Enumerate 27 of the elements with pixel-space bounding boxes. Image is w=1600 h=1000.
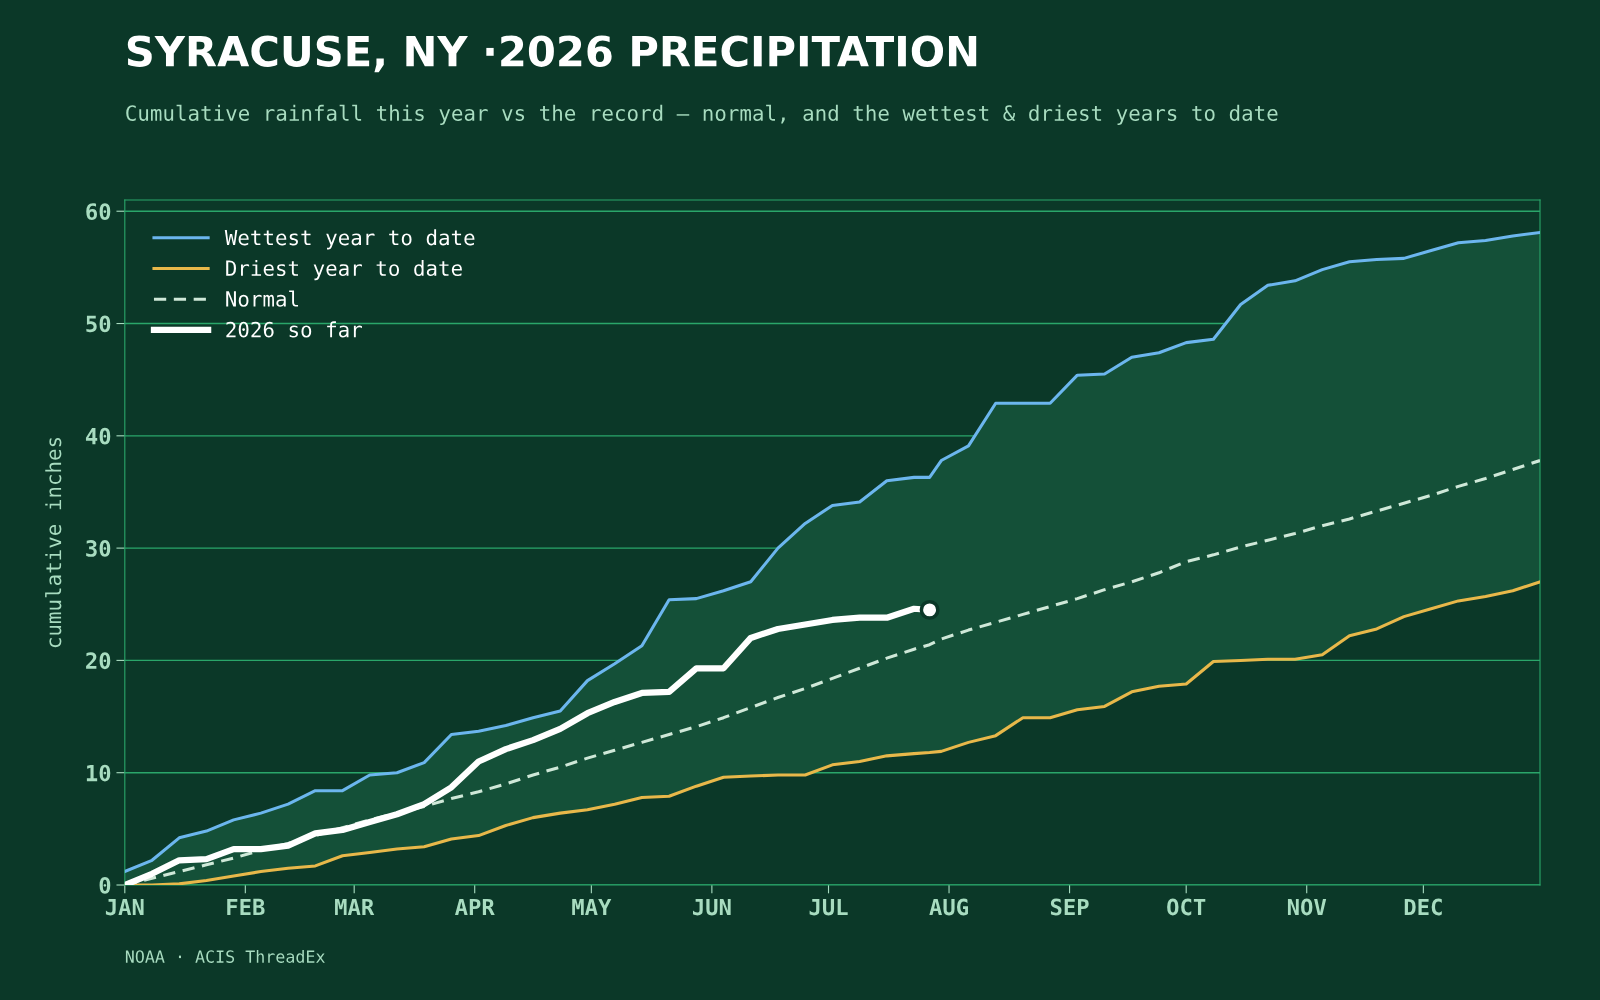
y-tick-label: 0 bbox=[99, 876, 111, 894]
chart-subtitle: Cumulative rainfall this year vs the record — normal, and the wettest & driest years to date bbox=[126, 104, 1278, 125]
x-tick-label: JUL bbox=[809, 898, 848, 916]
legend-label: Wettest year to date bbox=[224, 229, 475, 250]
legend-label: Driest year to date bbox=[226, 259, 462, 281]
x-tick-label: DEC bbox=[1404, 898, 1442, 916]
y-tick-label: 10 bbox=[86, 764, 111, 782]
x-tick-label: JAN bbox=[105, 898, 144, 916]
x-tick-label: MAR bbox=[335, 898, 375, 916]
y-tick-label: 20 bbox=[86, 652, 111, 670]
x-tick-label: OCT bbox=[1167, 898, 1206, 916]
y-tick-label: 50 bbox=[86, 315, 111, 333]
x-tick-label: SEP bbox=[1050, 898, 1089, 916]
x-tick-label: AUG bbox=[929, 898, 968, 916]
y-tick-label: 60 bbox=[86, 203, 111, 221]
x-tick-label: FEB bbox=[227, 898, 265, 916]
y-axis-title: cumulative inches bbox=[45, 437, 62, 648]
x-tick-label: JUN bbox=[692, 898, 731, 916]
x-tick-label: APR bbox=[455, 898, 495, 916]
chart-title: SYRACUSE, NY ·2026 PRECIPITATION bbox=[127, 35, 977, 73]
x-tick-label: MAY bbox=[572, 898, 612, 916]
y-tick-label: 30 bbox=[86, 540, 111, 557]
legend-label: Normal bbox=[226, 290, 299, 307]
y-tick-label: 40 bbox=[85, 427, 111, 445]
x-tick-label: NOV bbox=[1287, 898, 1327, 916]
text: NOAA · ACIS ThreadEx bbox=[125, 949, 325, 963]
legend-label: 2026 so far bbox=[226, 321, 362, 338]
